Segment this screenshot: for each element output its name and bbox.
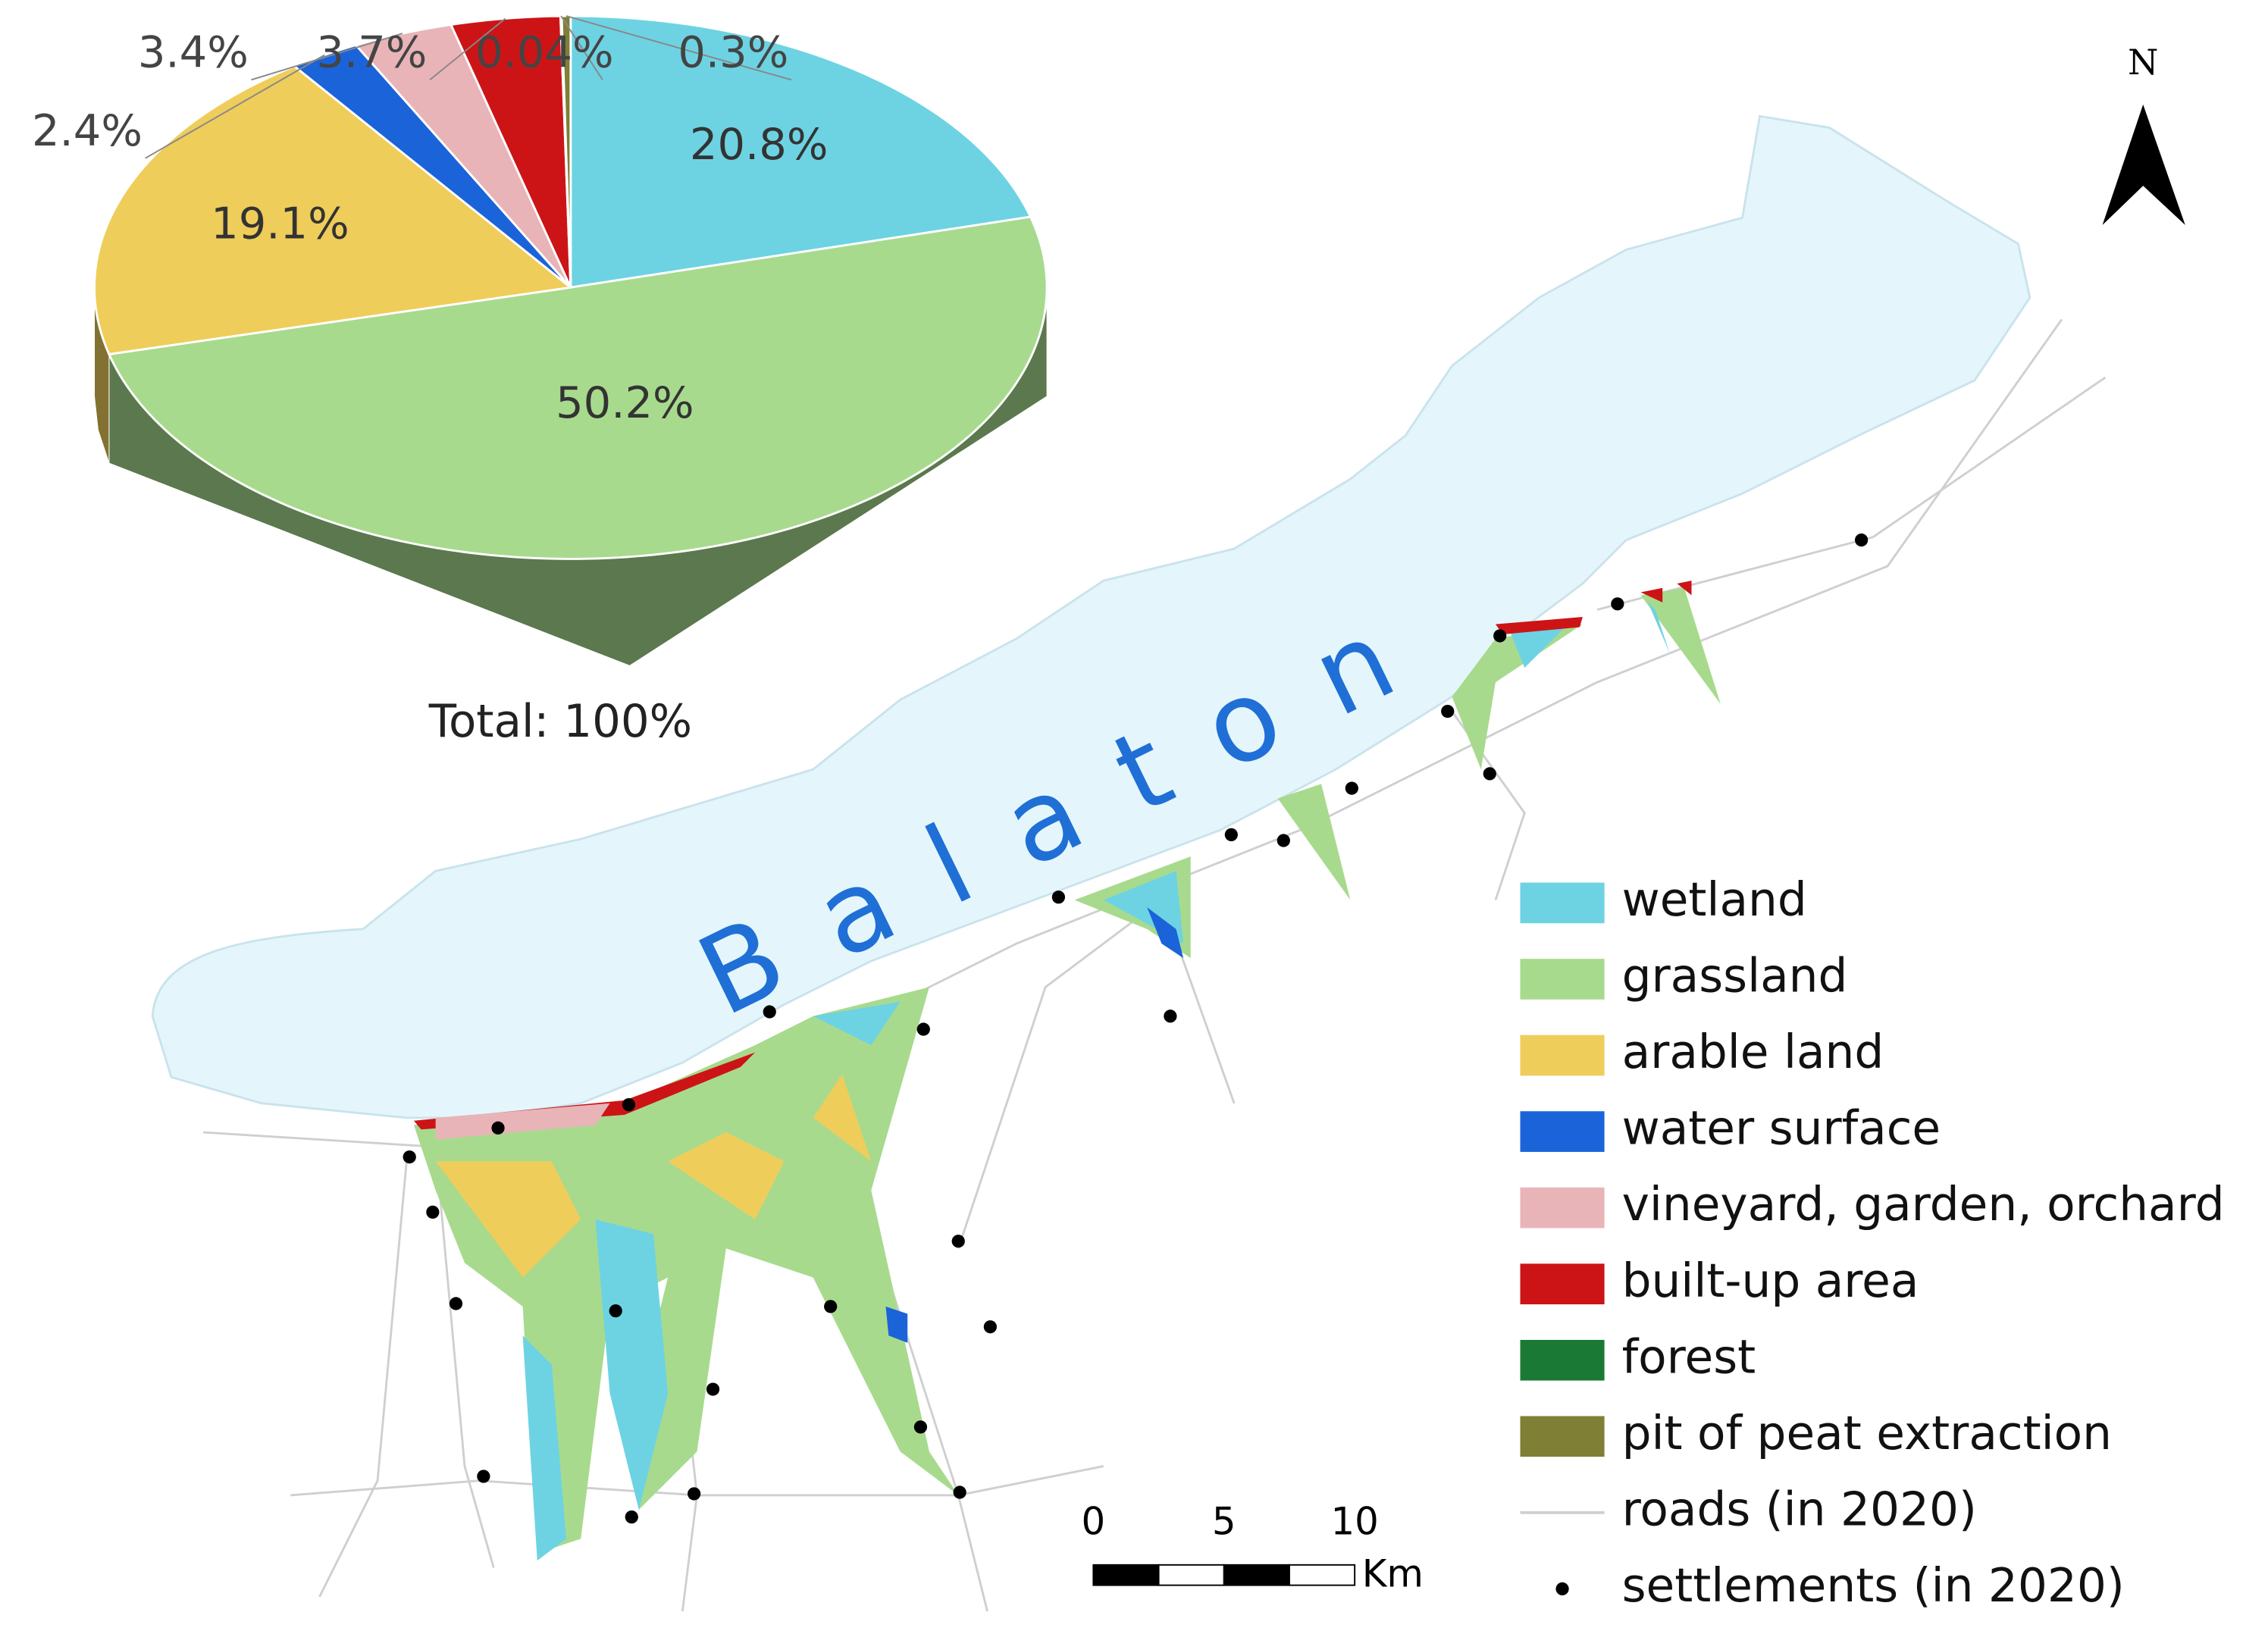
scale-tick-label: 5 xyxy=(1212,1500,1236,1544)
legend-swatch xyxy=(1520,1339,1605,1381)
scale-seg xyxy=(1157,1564,1225,1586)
scale-bar: Km xyxy=(1092,1552,1424,1596)
settlement-dot xyxy=(426,1205,440,1219)
settlement-dot xyxy=(1051,891,1066,904)
legend-swatch xyxy=(1520,959,1605,1000)
leader-line xyxy=(429,17,506,81)
legend-label: settlements (in 2020) xyxy=(1622,1559,2125,1613)
north-arrow-shape xyxy=(2102,104,2185,225)
pie-slice xyxy=(353,23,572,289)
settlement-dot xyxy=(953,1485,966,1499)
pie-label: 3.7% xyxy=(316,27,427,77)
scale-tick-label: 10 xyxy=(1330,1500,1378,1544)
legend: wetland grassland arable land water surface… xyxy=(1520,873,2225,1613)
land-cover xyxy=(413,581,1721,1561)
settlement-dot xyxy=(983,1320,997,1334)
pie-label: 20.8% xyxy=(690,119,829,170)
settlement-dot xyxy=(951,1235,965,1248)
pie-slice xyxy=(93,64,574,355)
settlement-dot xyxy=(1493,629,1507,643)
north-label: N xyxy=(2128,42,2158,83)
legend-swatch xyxy=(1520,1111,1605,1152)
settlement-dot xyxy=(1855,533,1869,547)
north-arrow: N xyxy=(2102,42,2185,225)
settlement-dot xyxy=(403,1150,416,1164)
settlement-dot xyxy=(491,1121,505,1135)
scale-seg xyxy=(1092,1564,1160,1586)
settlement-dot xyxy=(609,1304,622,1318)
settlement-dot xyxy=(688,1487,701,1501)
scale-unit: Km xyxy=(1362,1552,1424,1596)
leader-line xyxy=(145,54,325,159)
settlement-dot xyxy=(625,1510,638,1524)
settlement-dot xyxy=(913,1420,928,1434)
lake xyxy=(151,114,2031,1119)
legend-label: water surface xyxy=(1622,1102,1941,1156)
legend-label: arable land xyxy=(1622,1025,1884,1079)
legend-label: vineyard, garden, orchard xyxy=(1622,1178,2225,1232)
settlements xyxy=(403,533,1869,1524)
settlement-dot xyxy=(449,1297,463,1310)
settlement-dot xyxy=(1483,767,1496,781)
scale-seg xyxy=(1223,1564,1290,1586)
settlement-dot xyxy=(622,1098,636,1112)
legend-dot xyxy=(1555,1582,1569,1596)
settlement-dot xyxy=(706,1382,720,1396)
settlement-dot xyxy=(916,1022,930,1036)
pie-label: 19.1% xyxy=(211,199,349,249)
settlement-dot xyxy=(1441,704,1455,718)
settlement-dot xyxy=(763,1005,776,1019)
pie-chart: 20.8% 50.2% 19.1% 2.4% 3.4% 3.7% 0.04% 0.3% xyxy=(32,14,1048,666)
scale-tick-label: 0 xyxy=(1082,1500,1106,1544)
legend-swatch xyxy=(1520,1263,1605,1305)
leader-line xyxy=(251,33,403,81)
settlement-dot xyxy=(824,1300,838,1313)
legend-label: grassland xyxy=(1622,950,1848,1003)
legend-label: built-up area xyxy=(1622,1254,1919,1308)
settlement-dot xyxy=(1164,1010,1177,1023)
pie-label: 0.04% xyxy=(475,27,614,77)
pie-label: 3.4% xyxy=(138,27,249,77)
settlement-dot xyxy=(1611,597,1624,611)
settlement-dot xyxy=(477,1470,490,1483)
leader-line xyxy=(565,15,792,81)
map xyxy=(151,114,2107,1612)
pie-slice xyxy=(569,14,1032,289)
legend-swatch xyxy=(1520,882,1605,924)
pie-label: 50.2% xyxy=(556,377,694,428)
settlement-dot xyxy=(1277,834,1290,847)
legend-swatch xyxy=(1520,1187,1605,1229)
pie-label: 2.4% xyxy=(32,105,143,156)
legend-label: roads (in 2020) xyxy=(1622,1482,1977,1536)
pie-total: Total: 100% xyxy=(428,696,692,748)
pie-slice xyxy=(107,215,1048,560)
legend-swatch xyxy=(1520,1416,1605,1457)
legend-label: wetland xyxy=(1622,873,1807,927)
scale-seg xyxy=(1288,1564,1356,1586)
legend-label: forest xyxy=(1622,1330,1756,1384)
leader-line xyxy=(560,15,603,80)
settlement-dot xyxy=(1224,828,1238,841)
pie-label: 0.3% xyxy=(678,27,788,77)
settlement-dot xyxy=(1345,781,1358,795)
legend-label: pit of peat extraction xyxy=(1622,1407,2112,1460)
legend-swatch xyxy=(1520,1035,1605,1076)
